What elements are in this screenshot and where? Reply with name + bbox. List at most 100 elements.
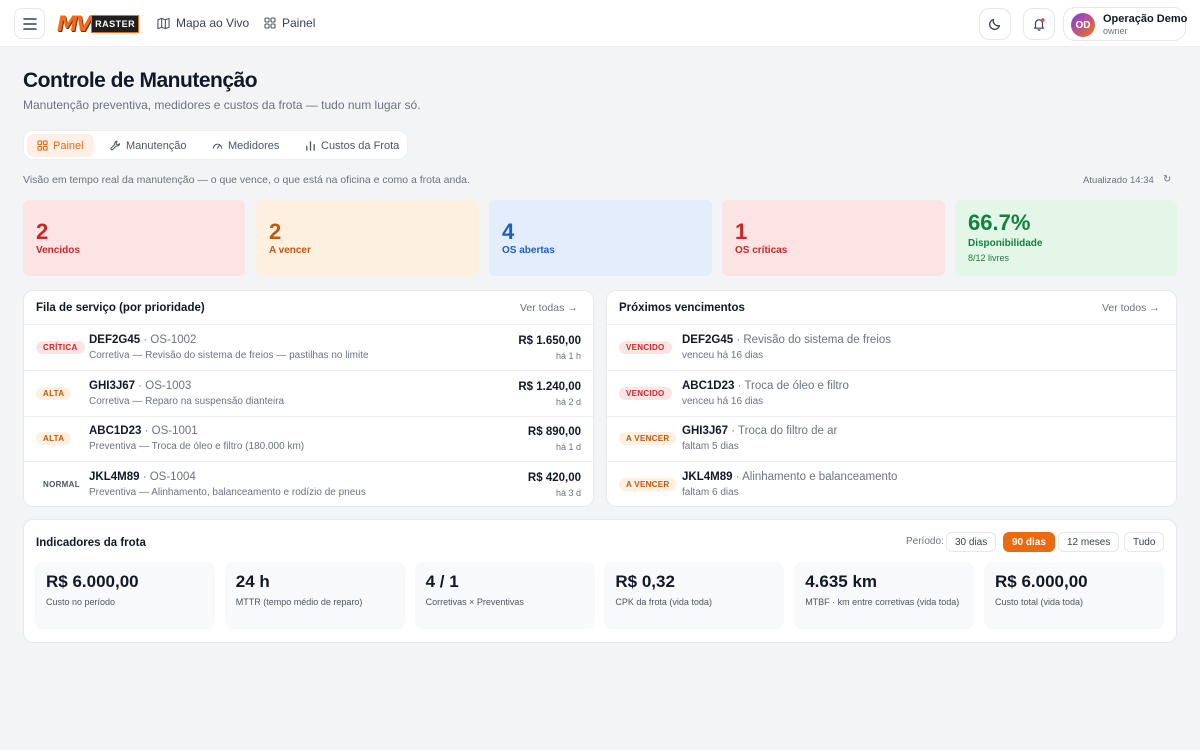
user-name: Operação Demo bbox=[1103, 13, 1188, 25]
refresh-icon[interactable]: ↻ bbox=[1163, 174, 1172, 185]
grid-icon bbox=[264, 17, 276, 29]
nav-dashboard[interactable]: Painel bbox=[264, 16, 315, 30]
stat-value: 24 h bbox=[235, 572, 270, 591]
nav-live-map-label: Mapa ao Vivo bbox=[176, 16, 250, 30]
row-title: GHI3J67 · Troca do filtro de ar bbox=[682, 425, 837, 437]
last-updated: Atualizado 14:34 bbox=[1083, 175, 1154, 186]
service-order-row[interactable]: NORMAL JKL4M89 · OS-1004 Preventiva — Alin… bbox=[24, 462, 593, 507]
vehicle-plate: JKL4M89 bbox=[682, 470, 733, 483]
stat-tile: R$ 6.000,00 Custo no período bbox=[35, 562, 215, 629]
kpi-availability[interactable]: 66.7% Disponibilidade 8/12 livres bbox=[955, 200, 1177, 276]
service-order-row[interactable]: CRÍTICA DEF2G45 · OS-1002 Corretiva — Revi… bbox=[24, 325, 593, 371]
nav-live-map[interactable]: Mapa ao Vivo bbox=[157, 16, 249, 30]
task-name: · Troca de óleo e filtro bbox=[737, 379, 849, 392]
bar-chart-icon bbox=[306, 141, 315, 151]
service-order-row[interactable]: ALTA ABC1D23 · OS-1001 Preventiva — Troca … bbox=[24, 416, 593, 462]
service-queue-card: Fila de serviço (por prioridade) Ver tod… bbox=[23, 290, 594, 507]
tab-maintenance[interactable]: Manutenção bbox=[100, 134, 197, 157]
due-info: venceu há 16 dias bbox=[682, 395, 764, 407]
row-title: ABC1D23 · OS-1001 bbox=[89, 425, 198, 437]
vehicle-plate: GHI3J67 bbox=[89, 379, 136, 392]
stat-label: Custo total (vida toda) bbox=[995, 597, 1084, 607]
gauge-icon bbox=[212, 143, 223, 149]
status-badge: A VENCER bbox=[619, 477, 677, 491]
vehicle-plate: GHI3J67 bbox=[682, 425, 729, 437]
card-header: Próximos vencimentos Ver todos → bbox=[607, 291, 1176, 325]
fleet-indicators-card: Indicadores da frota Período: 30 dias 90… bbox=[23, 519, 1177, 643]
stat-tile: 24 h MTTR (tempo médio de reparo) bbox=[224, 562, 405, 629]
order-age: há 2 d bbox=[555, 396, 581, 407]
period-30-days-button[interactable]: 30 dias bbox=[946, 532, 997, 552]
kpi-value: 2 bbox=[36, 219, 49, 244]
order-number: · OS-1003 bbox=[138, 379, 192, 392]
notifications-button[interactable] bbox=[1023, 8, 1055, 40]
order-number: · OS-1004 bbox=[142, 470, 196, 483]
kpi-open-orders[interactable]: 4 OS abertas bbox=[489, 200, 712, 276]
kpi-value: 2 bbox=[269, 219, 282, 244]
kpi-label: OS críticas bbox=[735, 245, 788, 256]
due-item-row[interactable]: VENCIDO ABC1D23 · Troca de óleo e filtro v… bbox=[607, 371, 1176, 417]
period-all-button[interactable]: Tudo bbox=[1124, 532, 1165, 552]
vehicle-plate: ABC1D23 bbox=[682, 379, 735, 392]
period-90-days-button[interactable]: 90 dias bbox=[1003, 532, 1055, 552]
kpi-critical-orders[interactable]: 1 OS críticas bbox=[722, 200, 945, 276]
order-number: · OS-1002 bbox=[143, 334, 197, 346]
section-tabs: Painel Manutenção Medidores Custos da Fr… bbox=[23, 130, 408, 160]
kpi-overdue[interactable]: 2 Vencidos bbox=[23, 200, 245, 276]
due-item-row[interactable]: A VENCER JKL4M89 · Alinhamento e balancea… bbox=[607, 462, 1176, 507]
kpi-due-soon[interactable]: 2 A vencer bbox=[256, 200, 479, 276]
stat-label: Custo no período bbox=[46, 597, 116, 607]
due-info: faltam 5 dias bbox=[682, 441, 739, 452]
menu-button[interactable] bbox=[14, 8, 45, 39]
card-title: Fila de serviço (por prioridade) bbox=[36, 302, 205, 314]
due-item-row[interactable]: VENCIDO DEF2G45 · Revisão do sistema de f… bbox=[607, 325, 1176, 371]
priority-badge: ALTA bbox=[36, 386, 72, 400]
row-title: DEF2G45 · OS-1002 bbox=[89, 334, 196, 346]
task-name: · Troca do filtro de ar bbox=[731, 425, 838, 437]
tab-fleet-costs[interactable]: Custos da Frota bbox=[295, 134, 409, 157]
bell-icon bbox=[1033, 18, 1045, 31]
due-item-row[interactable]: A VENCER GHI3J67 · Troca do filtro de ar f… bbox=[607, 416, 1176, 462]
vehicle-plate: DEF2G45 bbox=[682, 334, 734, 346]
tab-label: Custos da Frota bbox=[321, 139, 400, 152]
page-subtitle: Manutenção preventiva, medidores e custo… bbox=[23, 98, 421, 112]
upcoming-due-card: Próximos vencimentos Ver todos → VENCIDO… bbox=[606, 290, 1177, 507]
priority-badge: ALTA bbox=[36, 432, 72, 445]
order-amount: R$ 890,00 bbox=[527, 426, 581, 438]
logo-mark: MV bbox=[57, 12, 92, 36]
stat-label: CPK da frota (vida toda) bbox=[615, 597, 712, 607]
service-order-row[interactable]: ALTA GHI3J67 · OS-1003 Corretiva — Reparo … bbox=[24, 371, 593, 417]
tab-dashboard[interactable]: Painel bbox=[27, 134, 94, 157]
kpi-value: 4 bbox=[502, 219, 515, 244]
kpi-label: Vencidos bbox=[36, 245, 80, 256]
page-title: Controle de Manutenção bbox=[23, 69, 258, 92]
period-12-months-button[interactable]: 12 meses bbox=[1058, 532, 1120, 552]
user-menu[interactable]: OD Operação Demo owner bbox=[1063, 7, 1188, 41]
app-logo[interactable]: MV RASTER bbox=[57, 11, 140, 37]
user-role: owner bbox=[1103, 26, 1128, 36]
logo-wordmark: RASTER bbox=[91, 15, 140, 33]
view-all-link[interactable]: Ver todas → bbox=[520, 302, 578, 314]
hamburger-icon bbox=[22, 17, 37, 30]
stat-label: MTBF · km entre corretivas (vida toda) bbox=[805, 597, 960, 607]
stat-value: R$ 0,32 bbox=[615, 572, 675, 591]
tab-label: Medidores bbox=[228, 139, 280, 152]
kpi-label: A vencer bbox=[269, 245, 311, 256]
task-name: · Revisão do sistema de freios bbox=[736, 334, 892, 346]
theme-toggle-button[interactable] bbox=[979, 8, 1011, 40]
tab-label: Manutenção bbox=[126, 139, 187, 152]
grid-icon bbox=[37, 140, 48, 151]
kpi-sublabel: 8/12 livres bbox=[968, 253, 1010, 263]
kpi-label: Disponibilidade bbox=[968, 238, 1043, 249]
kpi-value: 66.7% bbox=[968, 210, 1031, 235]
stat-tile: R$ 6.000,00 Custo total (vida toda) bbox=[984, 562, 1164, 629]
card-title: Indicadores da frota bbox=[36, 537, 146, 549]
period-label: Período: bbox=[906, 536, 944, 547]
stat-value: R$ 6.000,00 bbox=[995, 572, 1088, 591]
task-name: · Alinhamento e balanceamento bbox=[735, 470, 898, 483]
view-all-link[interactable]: Ver todos → bbox=[1102, 302, 1160, 314]
tab-meters[interactable]: Medidores bbox=[202, 134, 289, 157]
stat-value: 4.635 km bbox=[805, 572, 878, 591]
priority-badge: CRÍTICA bbox=[36, 341, 85, 354]
moon-icon bbox=[989, 18, 1001, 30]
